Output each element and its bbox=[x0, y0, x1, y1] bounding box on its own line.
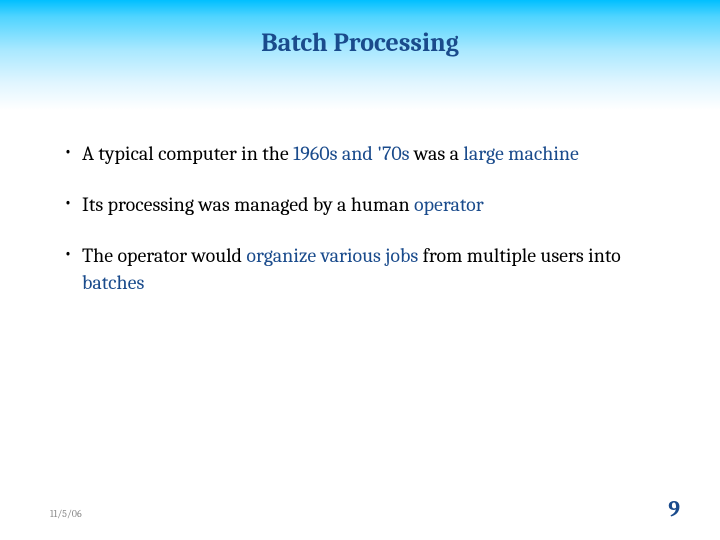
bullet-highlight: batches bbox=[82, 271, 144, 294]
bullet-item: Its processing was managed by a human op… bbox=[60, 191, 670, 218]
bullet-highlight: 1960s and '70s bbox=[293, 142, 409, 165]
bullet-text: from multiple users into bbox=[418, 244, 621, 267]
page-number: 9 bbox=[668, 496, 680, 522]
slide-title: Batch Processing bbox=[0, 28, 720, 58]
header-gradient: Batch Processing bbox=[0, 0, 720, 110]
slide-content: A typical computer in the 1960s and '70s… bbox=[0, 110, 720, 296]
bullet-text: The operator would bbox=[82, 244, 246, 267]
bullet-item: A typical computer in the 1960s and '70s… bbox=[60, 140, 670, 167]
footer-date: 11/5/06 bbox=[50, 508, 82, 520]
bullet-text: A typical computer in the bbox=[82, 142, 293, 165]
bullet-text: Its processing was managed by a human bbox=[82, 193, 414, 216]
bullet-highlight: operator bbox=[414, 193, 484, 216]
bullet-highlight: large machine bbox=[463, 142, 578, 165]
bullet-item: The operator would organize various jobs… bbox=[60, 242, 670, 296]
bullet-list: A typical computer in the 1960s and '70s… bbox=[60, 140, 670, 296]
bullet-highlight: organize various jobs bbox=[246, 244, 418, 267]
bullet-text: was a bbox=[410, 142, 464, 165]
